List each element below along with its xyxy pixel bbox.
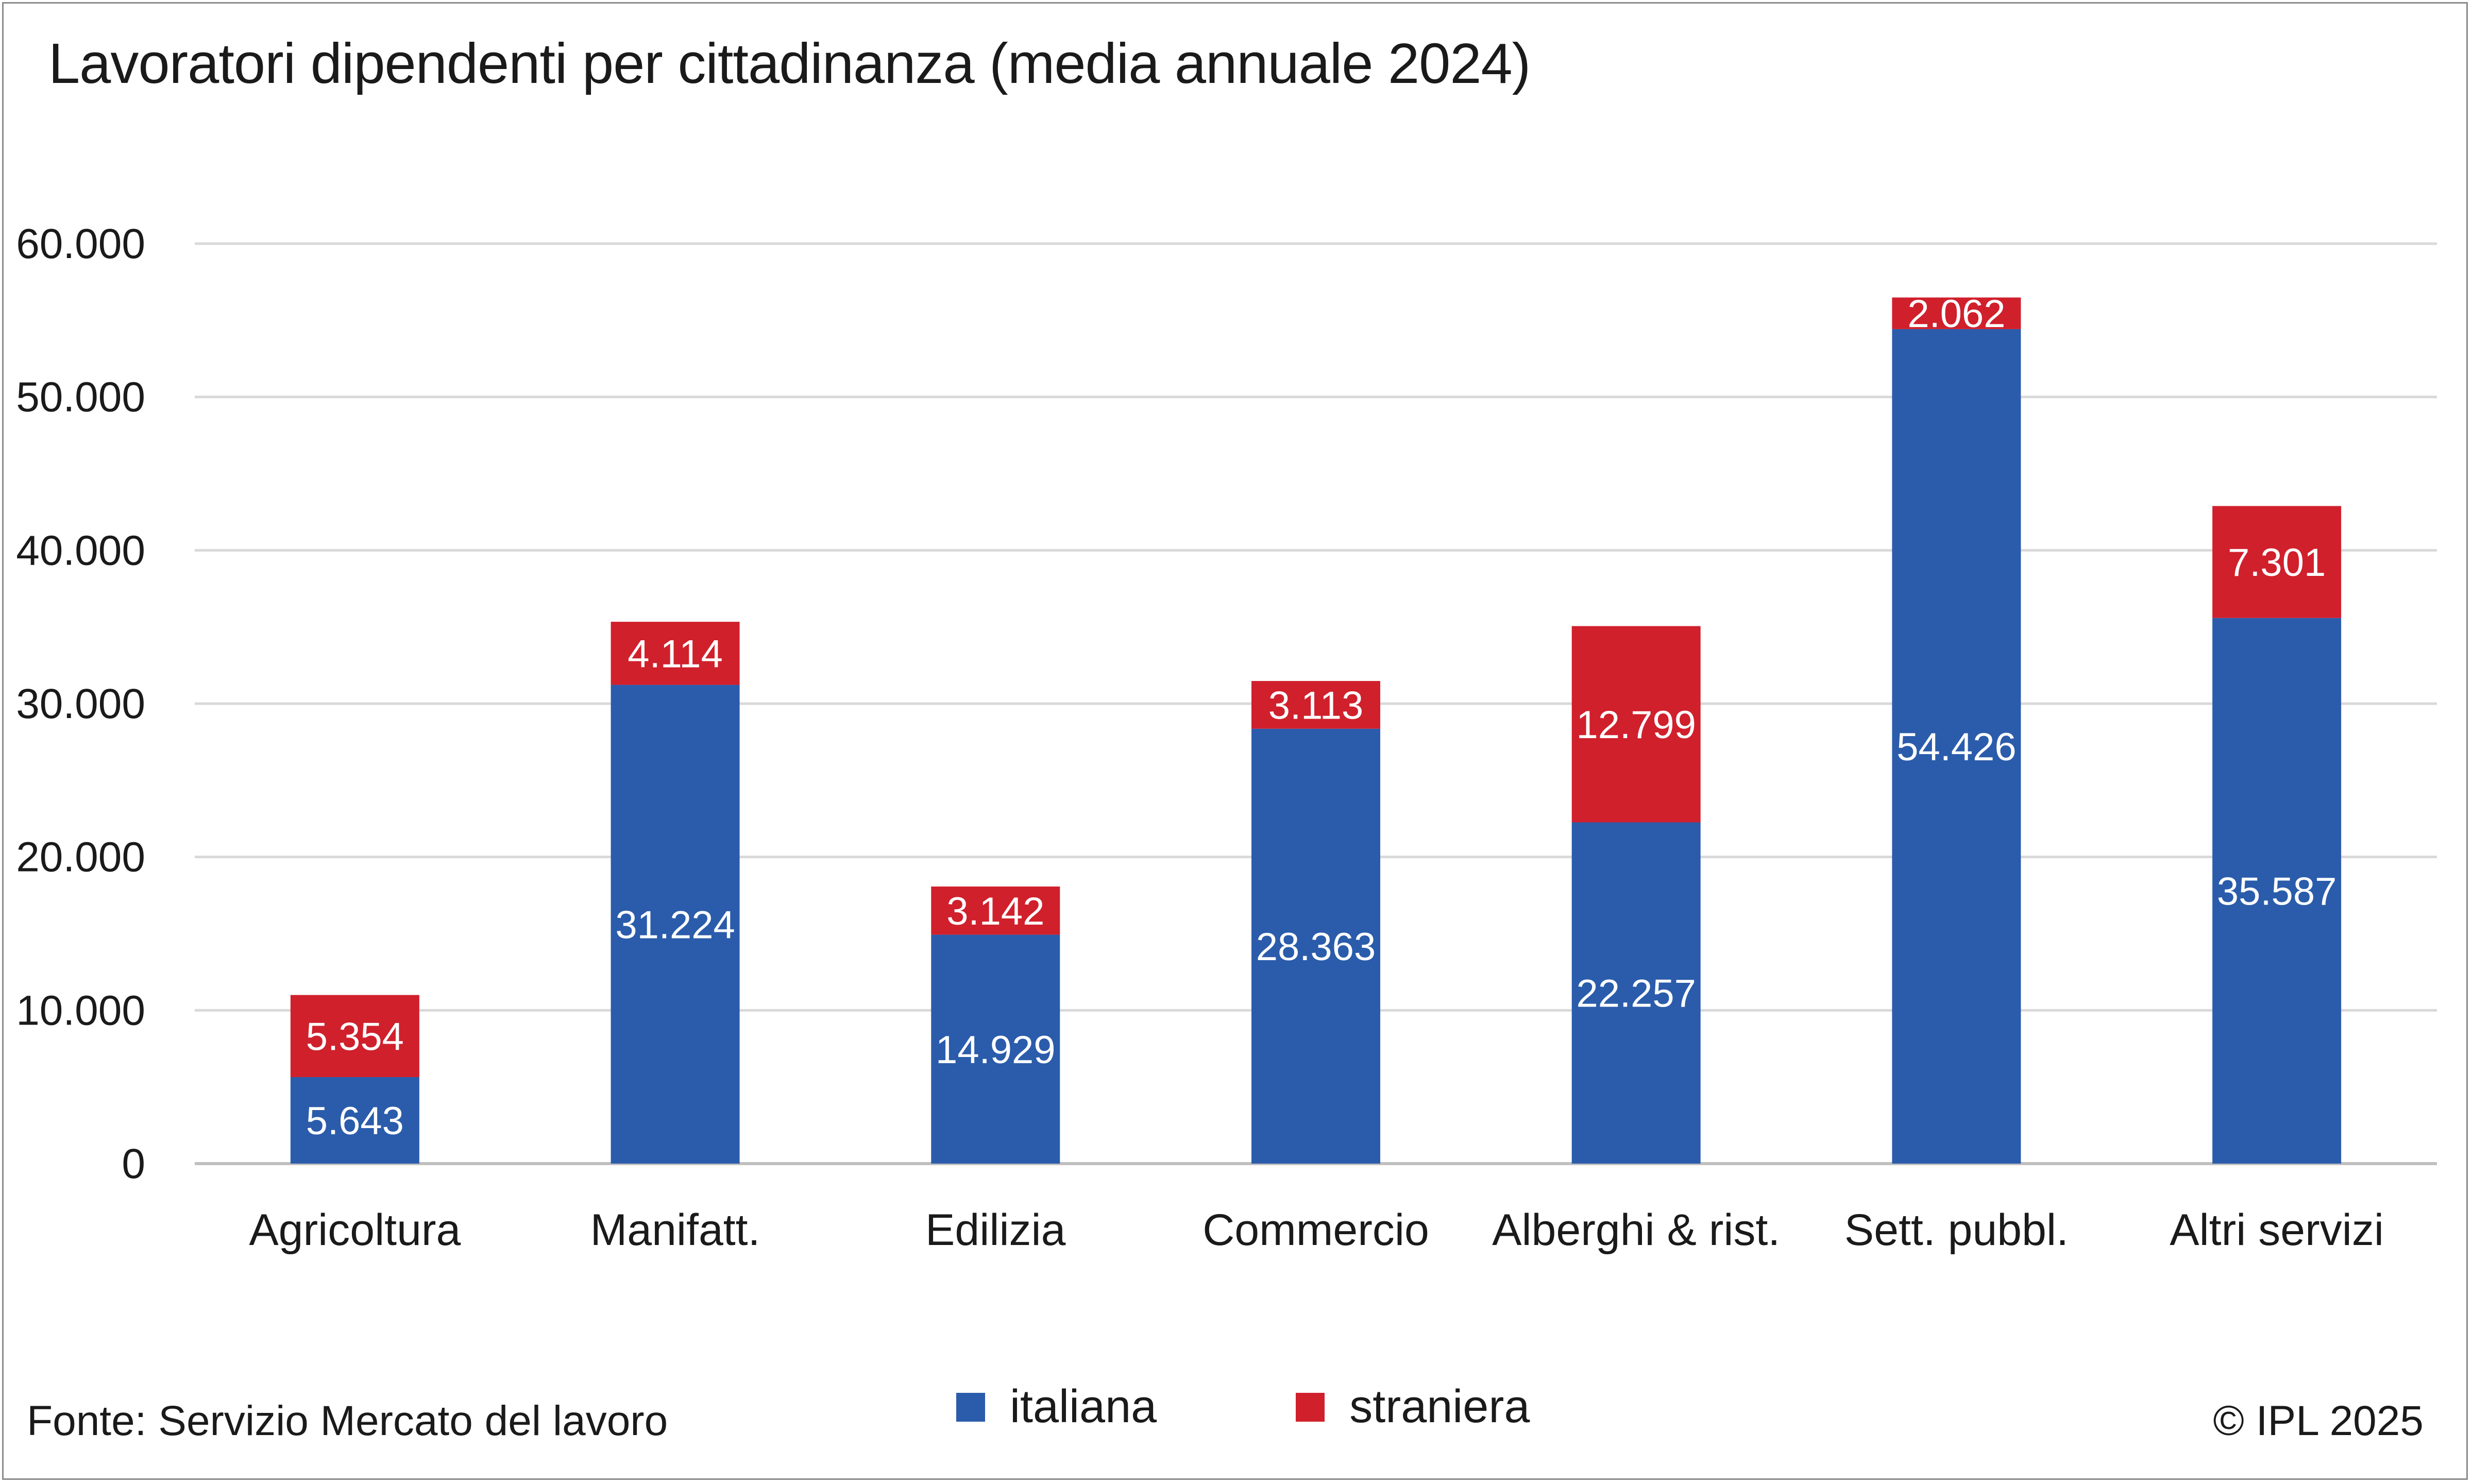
bar-italiana	[931, 934, 1060, 1164]
data-label-italiana: 35.587	[2217, 869, 2336, 913]
data-label-straniera: 5.354	[306, 1015, 404, 1059]
data-label-italiana: 54.426	[1896, 725, 2016, 769]
x-tick-label: Commercio	[1202, 1205, 1429, 1255]
legend-label-italiana: italiana	[1010, 1381, 1157, 1432]
bar-straniera	[1571, 626, 1701, 823]
bar-italiana	[2212, 618, 2342, 1164]
y-tick-label: 30.000	[16, 680, 145, 727]
legend-swatch-straniera	[1296, 1392, 1325, 1422]
chart-legend: italiana straniera	[956, 1380, 1669, 1434]
source-note: Fonte: Servizio Mercato del lavoro	[27, 1397, 668, 1444]
data-label-straniera: 3.142	[946, 890, 1044, 933]
bar-italiana	[611, 685, 740, 1164]
bar-italiana	[1571, 822, 1701, 1164]
bar-straniera	[611, 622, 740, 685]
x-tick-label: Altri servizi	[2170, 1205, 2384, 1255]
bar-straniera	[2212, 506, 2342, 618]
bar-straniera	[1892, 297, 2021, 329]
y-tick-label: 10.000	[16, 987, 145, 1034]
copyright-note: © IPL 2025	[2213, 1397, 2424, 1444]
x-tick-label: Agricoltura	[249, 1205, 461, 1255]
data-label-straniera: 2.062	[1907, 292, 2005, 336]
y-tick-label: 20.000	[16, 834, 145, 881]
data-label-italiana: 5.643	[306, 1099, 404, 1143]
legend-label-straniera: straniera	[1349, 1381, 1530, 1432]
y-tick-label: 50.000	[16, 374, 145, 421]
legend-swatch-italiana	[956, 1392, 985, 1422]
chart-title: Lavoratori dipendenti per cittadinanza (…	[48, 32, 1531, 95]
bar-straniera	[931, 886, 1060, 935]
legend-item-straniera: straniera	[1296, 1380, 1530, 1434]
bar-italiana	[1892, 329, 2021, 1164]
data-label-italiana: 31.224	[615, 903, 735, 947]
data-label-italiana: 22.257	[1576, 972, 1696, 1016]
bar-straniera	[290, 995, 419, 1078]
bar-italiana	[290, 1077, 419, 1164]
data-label-straniera: 4.114	[628, 632, 723, 676]
y-tick-label: 60.000	[16, 220, 145, 267]
legend-item-italiana: italiana	[956, 1380, 1157, 1434]
y-tick-label: 0	[122, 1140, 145, 1187]
bar-straniera	[1251, 681, 1380, 729]
y-tick-label: 40.000	[16, 527, 145, 574]
data-label-straniera: 7.301	[2228, 541, 2326, 585]
x-tick-label: Sett. pubbl.	[1844, 1205, 2069, 1255]
data-label-italiana: 28.363	[1256, 925, 1376, 969]
x-tick-label: Edilizia	[925, 1205, 1066, 1255]
data-label-straniera: 3.113	[1268, 684, 1364, 727]
x-tick-label: Alberghi & rist.	[1492, 1205, 1780, 1255]
data-label-italiana: 14.929	[936, 1028, 1055, 1072]
x-tick-label: Manifatt.	[590, 1205, 760, 1255]
bar-italiana	[1251, 728, 1380, 1164]
data-label-straniera: 12.799	[1576, 703, 1696, 747]
